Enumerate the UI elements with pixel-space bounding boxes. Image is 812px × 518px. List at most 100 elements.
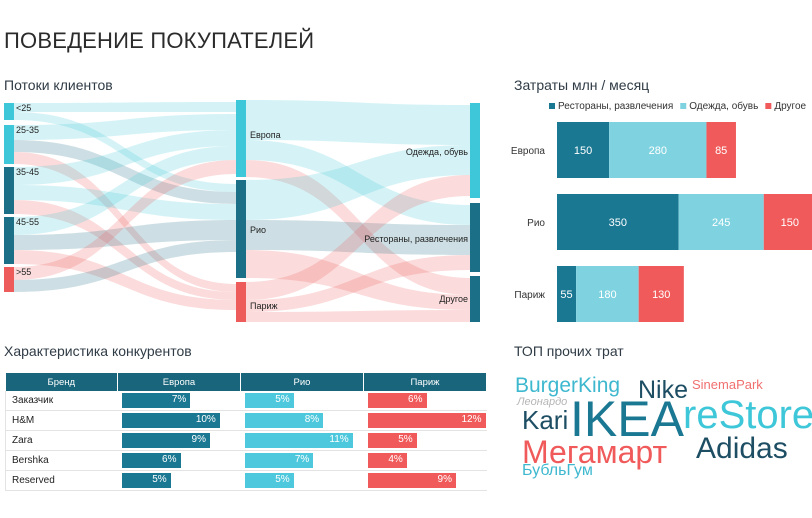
value-label: 10% bbox=[195, 414, 216, 425]
bar-segment bbox=[557, 194, 679, 250]
legend-item: Другое bbox=[774, 101, 806, 112]
node-city-label: Рио bbox=[250, 225, 266, 235]
value-bar: 11% bbox=[244, 433, 353, 448]
value-bar: 5% bbox=[244, 473, 294, 488]
flow-city-cat-3 bbox=[246, 145, 470, 220]
value-label: 11% bbox=[329, 434, 349, 445]
value-cell-rio: 7% bbox=[240, 450, 364, 471]
flow-age-city-4 bbox=[14, 152, 236, 292]
word-kari: Kari bbox=[522, 405, 569, 435]
word-leonardo: Леонардо bbox=[517, 396, 568, 408]
value-bar: 5% bbox=[244, 393, 294, 408]
top-other-title: ТОП прочих трат bbox=[514, 343, 624, 359]
value-label: 5% bbox=[398, 434, 413, 445]
brand-cell: Reserved bbox=[5, 470, 118, 491]
word-nike: Nike bbox=[638, 376, 689, 404]
value-cell-par: 4% bbox=[363, 450, 487, 471]
node-category-0 bbox=[470, 103, 480, 198]
value-bar: 6% bbox=[121, 453, 181, 468]
value-bar: 5% bbox=[367, 433, 417, 448]
header-rio: Рио bbox=[240, 373, 364, 391]
value-label: 7% bbox=[294, 454, 310, 465]
value-bar: 6% bbox=[367, 393, 427, 408]
node-category-label: Рестораны, развлечения bbox=[364, 234, 468, 244]
word-sinemapark: SinemaPark bbox=[692, 377, 763, 392]
node-category-1 bbox=[470, 203, 480, 272]
table-header-row: Бренд Европа Рио Париж bbox=[5, 373, 487, 391]
bar-segment bbox=[763, 194, 812, 250]
node-age-label: 35-45 bbox=[16, 167, 39, 177]
node-age-label: 45-55 bbox=[16, 217, 39, 227]
bar-segment bbox=[576, 266, 639, 322]
node-age-label: >55 bbox=[16, 267, 31, 277]
legend-item: Рестораны, развлечения bbox=[558, 101, 673, 112]
value-bar: 12% bbox=[367, 413, 486, 428]
costs-stacked-bar-chart: Рестораны, развлечения Одежда, обувь Друго… bbox=[511, 100, 812, 322]
node-city-label: Париж bbox=[250, 301, 278, 311]
value-bar: 5% bbox=[121, 473, 171, 488]
legend-item: Одежда, обувь bbox=[689, 100, 758, 112]
node-age-3 bbox=[4, 217, 14, 264]
value-label: 9% bbox=[437, 474, 452, 485]
node-city-1 bbox=[236, 180, 246, 278]
value-bar: 9% bbox=[367, 473, 456, 488]
flow-age-city-7 bbox=[14, 200, 236, 300]
bar-segment bbox=[706, 122, 736, 178]
value-label: 9% bbox=[191, 434, 206, 445]
category-label: Рио bbox=[527, 218, 545, 229]
value-cell-eu: 9% bbox=[117, 430, 241, 451]
flow-age-city-11 bbox=[14, 160, 236, 280]
value-bar: 4% bbox=[367, 453, 407, 468]
value-cell-par: 9% bbox=[363, 470, 487, 491]
brand-cell: Bershka bbox=[5, 450, 118, 471]
legend-swatch bbox=[549, 103, 555, 109]
flow-age-city-0 bbox=[14, 102, 236, 112]
bar-value-label: 150 bbox=[781, 217, 799, 229]
value-label: 6% bbox=[162, 454, 177, 465]
table-row: Bershka 6% 7% 4% bbox=[5, 450, 487, 471]
bar-segment bbox=[557, 122, 610, 178]
value-bar: 8% bbox=[244, 413, 324, 428]
value-label: 7% bbox=[171, 394, 187, 405]
brand-cell: Заказчик bbox=[5, 391, 118, 411]
bar-value-label: 350 bbox=[609, 217, 627, 229]
node-age-label: 25-35 bbox=[16, 125, 39, 135]
value-label: 5% bbox=[275, 474, 290, 485]
page-title: ПОВЕДЕНИЕ ПОКУПАТЕЛЕЙ bbox=[4, 28, 315, 53]
bar-value-label: 150 bbox=[574, 145, 592, 157]
flows-title: Потоки клиентов bbox=[4, 77, 113, 93]
node-age-4 bbox=[4, 267, 14, 292]
node-category-label: Одежда, обувь bbox=[406, 147, 468, 157]
word-bublgum: БубльГум bbox=[522, 462, 593, 479]
value-cell-eu: 10% bbox=[117, 410, 241, 431]
flow-age-city-12 bbox=[14, 240, 236, 292]
value-cell-rio: 8% bbox=[240, 410, 364, 431]
value-bar: 7% bbox=[121, 393, 191, 408]
value-label: 12% bbox=[461, 414, 482, 425]
bar-value-label: 130 bbox=[652, 289, 670, 301]
bar-segment bbox=[609, 122, 707, 178]
value-label: 4% bbox=[388, 454, 403, 465]
value-bar: 10% bbox=[121, 413, 220, 428]
brand-cell: H&M bbox=[5, 410, 118, 431]
table-row: H&M 10% 8% 12% bbox=[5, 410, 487, 431]
table-row: Zara 9% 11% 5% bbox=[5, 430, 487, 451]
flow-age-city-2 bbox=[14, 114, 236, 140]
word-adidas: Adidas bbox=[696, 432, 788, 465]
value-cell-eu: 6% bbox=[117, 450, 241, 471]
flow-age-city-5 bbox=[14, 130, 236, 185]
node-age-1 bbox=[4, 125, 14, 164]
header-brand: Бренд bbox=[5, 373, 118, 391]
value-label: 5% bbox=[152, 474, 167, 485]
costs-title: Затраты млн / месяц bbox=[514, 77, 650, 93]
word-megamart: Мегамарт bbox=[522, 434, 668, 470]
header-europe: Европа bbox=[117, 373, 241, 391]
header-paris: Париж bbox=[363, 373, 487, 391]
value-bar: 9% bbox=[121, 433, 210, 448]
competitors-title: Характеристика конкурентов bbox=[4, 343, 192, 359]
value-label: 8% bbox=[304, 414, 320, 425]
flow-age-city-1 bbox=[14, 112, 236, 192]
bar-value-label: 280 bbox=[649, 145, 667, 157]
value-cell-par: 6% bbox=[363, 391, 487, 411]
node-age-label: <25 bbox=[16, 103, 31, 113]
